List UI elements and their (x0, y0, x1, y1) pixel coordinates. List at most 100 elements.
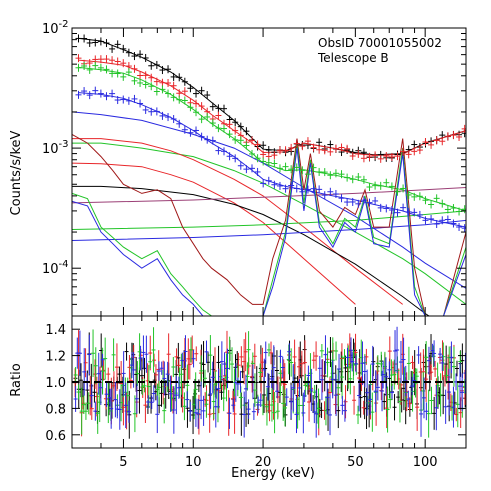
spectrum-data-point (456, 207, 463, 216)
ratio-data-point (210, 361, 215, 393)
ratio-data-point (149, 382, 154, 414)
spectrum-data-point (366, 152, 373, 161)
ratio-data-point (92, 381, 97, 403)
spectrum-data-point (204, 135, 211, 144)
spectrum-data-point (97, 63, 104, 72)
spectrum-data-point (366, 198, 373, 207)
spectrum-data-point (422, 196, 429, 205)
ratio-data-point (416, 346, 421, 364)
ratio-data-point (305, 377, 310, 390)
ratio-data-point (199, 355, 204, 387)
ratio-data-point (78, 363, 83, 398)
spectrum-data-point (271, 180, 278, 189)
ratio-data-point (460, 373, 465, 412)
ratio-data-point (317, 355, 322, 381)
spectrum-data-point (237, 136, 244, 145)
ratio-data-point (419, 391, 424, 437)
ratio-data-point (204, 340, 209, 364)
spectrum-data-point (75, 34, 82, 43)
ratio-data-point (370, 392, 375, 432)
spectrum-data-point (198, 132, 205, 141)
ratio-data-point (176, 376, 181, 399)
ratio-data-point (328, 394, 333, 436)
spectrum-data-point (338, 194, 345, 203)
ratio-data-point (438, 373, 443, 417)
spectrum-data-point (265, 158, 272, 167)
spectrum-data-point (372, 181, 379, 190)
spectrum-data-point (187, 103, 194, 112)
ratio-data-point (106, 367, 111, 381)
ratio-data-point (415, 383, 420, 431)
spectrum-data-point (377, 203, 384, 212)
ratio-data-point (460, 343, 465, 378)
ratio-data-point (211, 383, 216, 420)
ratio-data-point (284, 388, 289, 406)
ratio-data-point (260, 395, 265, 416)
spectrum-data-point (332, 169, 339, 178)
spectrum-data-point (355, 172, 362, 181)
spectrum-data-point (114, 57, 121, 66)
ratio-data-point (368, 383, 373, 415)
spectrum-data-point (153, 87, 160, 96)
ratio-data-point (113, 381, 118, 418)
model-curve-8 (72, 185, 430, 316)
ratio-data-point (235, 377, 240, 390)
spectrum-data-point (232, 154, 239, 163)
spectrum-data-point (422, 216, 429, 225)
spectrum-data-point (355, 149, 362, 158)
spectrum-data-point (282, 184, 289, 193)
ratio-data-point (291, 364, 296, 412)
spectrum-data-point (81, 87, 88, 96)
spectrum-data-point (383, 178, 390, 187)
ratio-data-point (194, 346, 199, 362)
ratio-y-axis-label: Ratio (9, 363, 24, 396)
spectrum-data-point (349, 197, 356, 206)
spectrum-data-point (439, 199, 446, 208)
ratio-y-tick-label: 0.8 (45, 402, 66, 417)
model-curve-2 (78, 66, 466, 212)
spectrum-data-point (170, 72, 177, 81)
spectrum-data-point (221, 147, 228, 156)
spectrum-y-axis-label: Counts/s/keV (9, 130, 24, 215)
ratio-data-point (319, 359, 324, 401)
ratio-data-point (343, 385, 348, 419)
ratio-data-point (127, 355, 132, 380)
spectrum-data-point (243, 127, 250, 136)
spectrum-data-point (237, 122, 244, 131)
spectrum-data-point (204, 112, 211, 121)
ratio-data-point (159, 361, 164, 375)
spectrum-data-point (131, 94, 138, 103)
ratio-data-point (151, 385, 156, 402)
spectrum-data-point (215, 104, 222, 113)
ratio-data-point (125, 377, 130, 414)
ratio-data-point (281, 385, 286, 421)
ratio-data-point (73, 386, 78, 412)
ratio-data-point (216, 368, 221, 409)
spectrum-data-point (293, 184, 300, 193)
spectrum-data-point (372, 196, 379, 205)
spectrum-data-point (450, 204, 457, 213)
ratio-data-point (152, 353, 157, 367)
ratio-data-point (182, 338, 187, 384)
ratio-data-point (333, 395, 338, 414)
ratio-data-point (252, 373, 257, 407)
spectrum-plot-frame (71, 27, 467, 317)
ratio-data-point (250, 360, 255, 393)
spectrum-data-point (288, 165, 295, 174)
ratio-data-point (86, 392, 91, 415)
ratio-plot-frame (71, 315, 467, 449)
spectrum-data-point (170, 81, 177, 90)
spectrum-data-point (148, 107, 155, 116)
ratio-data-point (307, 382, 312, 422)
spectrum-data-point (198, 86, 205, 95)
ratio-data-point (77, 330, 82, 376)
ratio-data-point (117, 389, 122, 430)
ratio-data-point (103, 337, 108, 380)
ratio-data-point (375, 355, 380, 372)
ratio-data-point (155, 395, 160, 434)
spectrum-data-point (137, 71, 144, 80)
spectrum-data-point (344, 198, 351, 207)
spectrum-panel: 10-4 10-3 10-2 ObsID 70001055002 Telescope… (9, 19, 467, 317)
ratio-data-point (171, 386, 176, 434)
spectrum-data-point (125, 96, 132, 105)
